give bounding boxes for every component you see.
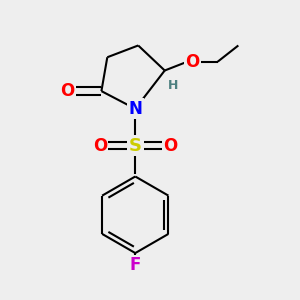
Text: O: O xyxy=(93,136,107,154)
Text: H: H xyxy=(168,79,179,92)
Text: N: N xyxy=(128,100,142,118)
Text: F: F xyxy=(130,256,141,274)
Text: O: O xyxy=(164,136,178,154)
Text: O: O xyxy=(186,53,200,71)
Text: S: S xyxy=(129,136,142,154)
Text: O: O xyxy=(60,82,75,100)
